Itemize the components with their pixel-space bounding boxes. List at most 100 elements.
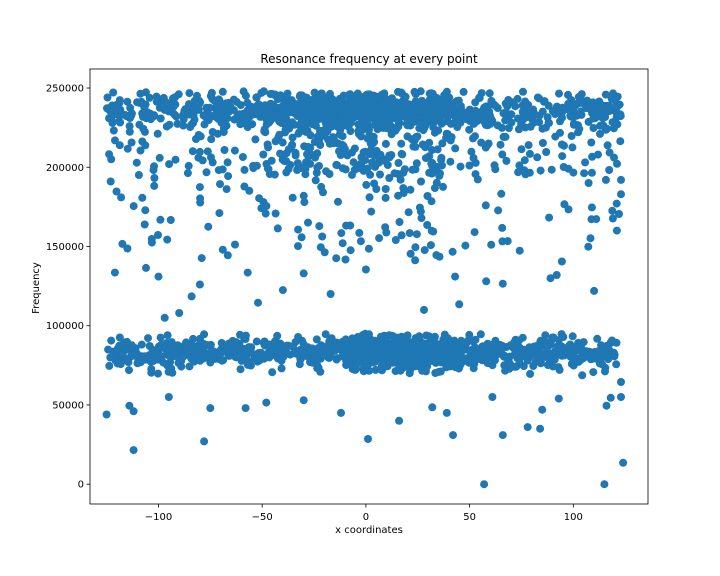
scatter-point xyxy=(149,166,158,175)
scatter-point xyxy=(514,168,523,177)
scatter-point xyxy=(153,129,162,138)
scatter-point xyxy=(254,298,262,307)
scatter-point xyxy=(523,113,532,121)
x-tick-label: 50 xyxy=(463,512,476,523)
scatter-point xyxy=(457,336,466,345)
scatter-point xyxy=(584,179,593,187)
scatter-point xyxy=(283,89,292,98)
scatter-point xyxy=(156,215,165,224)
scatter-point xyxy=(529,105,538,114)
scatter-point xyxy=(409,117,418,126)
scatter-point xyxy=(417,354,426,363)
scatter-point xyxy=(217,339,226,347)
scatter-point xyxy=(251,135,260,144)
scatter-point xyxy=(264,143,273,152)
scatter-point xyxy=(501,99,510,108)
scatter-point xyxy=(417,177,425,186)
scatter-point xyxy=(410,87,419,96)
scatter-point xyxy=(349,114,358,123)
scatter-point xyxy=(575,124,584,133)
scatter-point xyxy=(116,118,125,127)
scatter-point xyxy=(605,107,613,116)
scatter-point xyxy=(185,362,194,371)
x-tick-label: −50 xyxy=(252,512,273,523)
scatter-point xyxy=(605,166,614,174)
scatter-point xyxy=(147,235,156,243)
scatter-point xyxy=(605,148,614,157)
scatter-point xyxy=(568,332,577,341)
scatter-point xyxy=(422,331,431,340)
scatter-point xyxy=(411,142,420,151)
scatter-point xyxy=(218,356,227,365)
scatter-point xyxy=(359,357,368,366)
scatter-point xyxy=(603,141,612,150)
scatter-point xyxy=(217,345,226,354)
scatter-point xyxy=(238,153,247,161)
scatter-point xyxy=(465,346,474,355)
scatter-point xyxy=(443,334,452,343)
scatter-point xyxy=(413,362,422,370)
scatter-point xyxy=(155,103,164,112)
scatter-point xyxy=(199,340,208,348)
scatter-point xyxy=(195,183,204,192)
scatter-point xyxy=(372,146,381,155)
scatter-point xyxy=(437,346,446,355)
scatter-point xyxy=(456,162,465,171)
scatter-point xyxy=(230,146,239,155)
scatter-point xyxy=(362,344,371,352)
scatter-point xyxy=(252,161,261,170)
scatter-point xyxy=(278,286,287,295)
scatter-point xyxy=(394,159,403,167)
scatter-point xyxy=(598,353,606,362)
scatter-point xyxy=(304,218,312,227)
scatter-point xyxy=(498,431,507,440)
scatter-point xyxy=(314,364,323,372)
scatter-point xyxy=(361,265,370,274)
scatter-point xyxy=(397,104,406,113)
scatter-point xyxy=(164,345,173,353)
scatter-point xyxy=(294,225,303,234)
scatter-point xyxy=(112,187,121,196)
scatter-point xyxy=(316,141,325,149)
scatter-point xyxy=(556,128,564,137)
scatter-point xyxy=(580,169,589,178)
plot-frame xyxy=(89,68,649,505)
scatter-point xyxy=(394,357,403,365)
scatter-point xyxy=(431,345,440,354)
scatter-point xyxy=(132,158,141,167)
scatter-point xyxy=(554,336,563,345)
scatter-point xyxy=(615,210,623,218)
scatter-point xyxy=(368,351,376,360)
scatter-point xyxy=(321,116,330,125)
scatter-point xyxy=(299,191,308,200)
scatter-point xyxy=(564,205,573,214)
scatter-point xyxy=(310,88,319,97)
scatter-point xyxy=(363,164,372,173)
scatter-point xyxy=(150,181,159,190)
scatter-point xyxy=(163,235,172,244)
scatter-point xyxy=(461,241,470,250)
x-tick-label: −100 xyxy=(145,512,172,523)
scatter-point xyxy=(200,120,209,129)
scatter-point xyxy=(375,154,384,162)
scatter-point xyxy=(515,336,523,345)
scatter-point xyxy=(535,348,544,357)
scatter-point xyxy=(602,401,611,410)
scatter-point xyxy=(303,107,312,116)
scatter-point xyxy=(200,437,209,446)
scatter-point xyxy=(557,140,566,149)
scatter-point xyxy=(147,365,156,374)
scatter-point xyxy=(335,147,343,156)
scatter-point xyxy=(391,236,400,244)
scatter-point xyxy=(451,144,460,153)
scatter-point xyxy=(566,111,575,120)
scatter-point xyxy=(202,168,211,177)
scatter-point xyxy=(425,113,434,122)
scatter-point xyxy=(271,90,279,99)
scatter-point xyxy=(107,336,116,345)
scatter-point xyxy=(293,112,302,121)
scatter-point xyxy=(381,185,390,193)
scatter-point xyxy=(186,102,195,111)
scatter-point xyxy=(541,331,550,340)
